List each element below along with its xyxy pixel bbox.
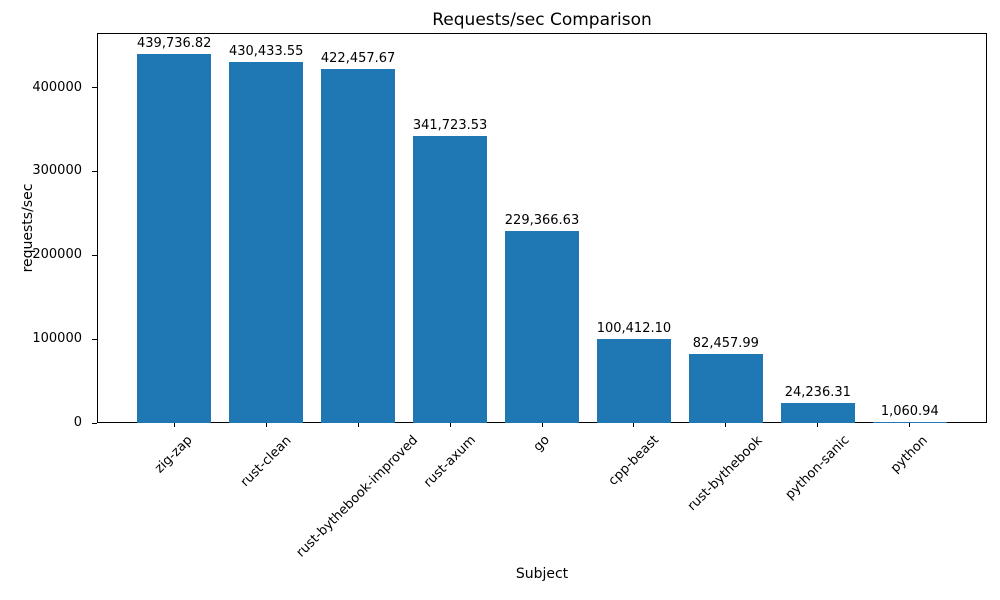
x-axis-label: Subject bbox=[515, 566, 569, 582]
x-tick-mark bbox=[449, 423, 451, 427]
x-tick-mark bbox=[173, 423, 175, 427]
x-tick-label-go: go bbox=[530, 432, 553, 456]
bar-value-label: 229,366.63 bbox=[504, 213, 580, 228]
y-tick-mark bbox=[92, 254, 97, 256]
x-tick-mark bbox=[357, 423, 359, 427]
x-tick-mark bbox=[265, 423, 267, 427]
bar-go bbox=[505, 231, 579, 423]
bar-value-label: 100,412.10 bbox=[596, 321, 672, 336]
x-tick-label-rust-bythebook: rust-bythebook bbox=[685, 432, 766, 514]
x-tick-label-rust-bythebook-improved: rust-bythebook-improved bbox=[294, 432, 422, 561]
bar-python-sanic bbox=[781, 403, 855, 423]
x-tick-mark bbox=[633, 423, 635, 427]
y-tick-mark bbox=[92, 338, 97, 340]
bar-rust-bythebook-improved bbox=[321, 69, 395, 423]
y-tick-label: 300000 bbox=[32, 163, 82, 179]
x-tick-label-cpp-beast: cpp-beast bbox=[605, 432, 662, 490]
bar-zig-zap bbox=[137, 54, 211, 423]
bar-value-label: 24,236.31 bbox=[784, 385, 851, 400]
x-tick-label-rust-axum: rust-axum bbox=[420, 432, 479, 491]
x-tick-label-python: python bbox=[888, 432, 931, 476]
y-tick-label: 0 bbox=[73, 415, 82, 430]
y-tick-mark bbox=[92, 87, 97, 89]
bar-value-label: 439,736.82 bbox=[137, 36, 212, 51]
y-tick-mark bbox=[92, 422, 97, 424]
chart-title: Requests/sec Comparison bbox=[432, 10, 652, 30]
bar-value-label: 1,060.94 bbox=[880, 404, 939, 419]
bar-rust-axum bbox=[413, 136, 487, 423]
x-tick-label-python-sanic: python-sanic bbox=[782, 432, 853, 503]
bar-rust-clean bbox=[229, 62, 303, 423]
bar-value-label: 430,433.55 bbox=[228, 44, 304, 59]
x-tick-mark bbox=[817, 423, 819, 427]
y-axis-label: requests/sec bbox=[20, 183, 36, 273]
y-tick-mark bbox=[92, 170, 97, 172]
x-tick-mark bbox=[541, 423, 543, 427]
y-tick-label: 400000 bbox=[32, 79, 82, 95]
x-tick-mark bbox=[909, 423, 911, 427]
bar-python bbox=[872, 422, 947, 423]
x-tick-mark bbox=[725, 423, 727, 427]
bar-rust-bythebook bbox=[689, 354, 763, 423]
x-tick-label-zig-zap: zig-zap bbox=[152, 432, 196, 477]
bar-value-label: 82,457.99 bbox=[692, 336, 759, 351]
bar-value-label: 422,457.67 bbox=[320, 51, 396, 66]
y-tick-label: 200000 bbox=[32, 247, 82, 263]
bar-value-label: 341,723.53 bbox=[412, 118, 488, 133]
x-tick-label-rust-clean: rust-clean bbox=[237, 432, 295, 490]
y-tick-label: 100000 bbox=[32, 331, 82, 347]
bar-cpp-beast bbox=[597, 339, 671, 423]
